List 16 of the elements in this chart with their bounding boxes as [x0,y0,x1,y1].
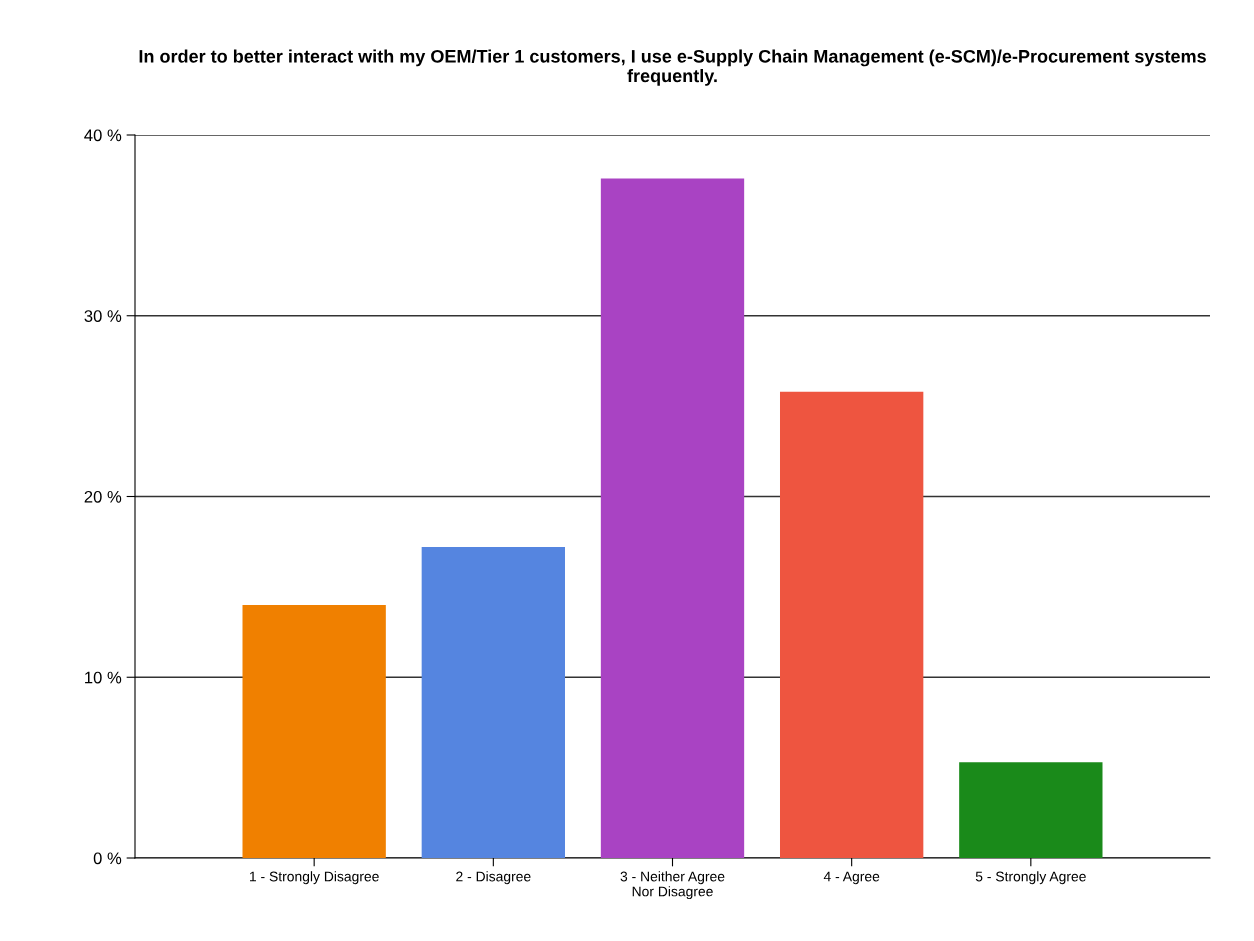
y-tick-label: 0 % [93,852,122,865]
x-tick-label: 1 - Strongly Disagree [250,871,379,885]
y-tick-label: 20 % [84,490,122,503]
bar [242,604,386,858]
bar [959,762,1103,858]
y-tick-label: 30 % [84,310,122,322]
x-tick-label: 5 - Strongly Agree [975,871,1086,885]
y-tick-label: 10 % [85,671,122,684]
bar [421,547,565,858]
bar [780,391,924,858]
y-tick-label: 40 % [84,129,122,142]
chart-title: In order to better interact with my OEM/Tier 1 customers, I use e-Supply Chain Management (e-SCM)/e-Procurement systems frequently. [139,49,1206,86]
bar [600,178,745,858]
x-tick-label: 3 - Neither Agree Nor Disagree [620,871,725,900]
x-tick-label: 4 - Agree [823,871,880,885]
x-tick-label: 2 - Disagree [456,871,531,885]
